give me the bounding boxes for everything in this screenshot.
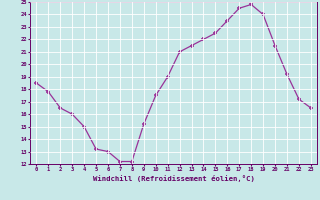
X-axis label: Windchill (Refroidissement éolien,°C): Windchill (Refroidissement éolien,°C) xyxy=(93,175,254,182)
